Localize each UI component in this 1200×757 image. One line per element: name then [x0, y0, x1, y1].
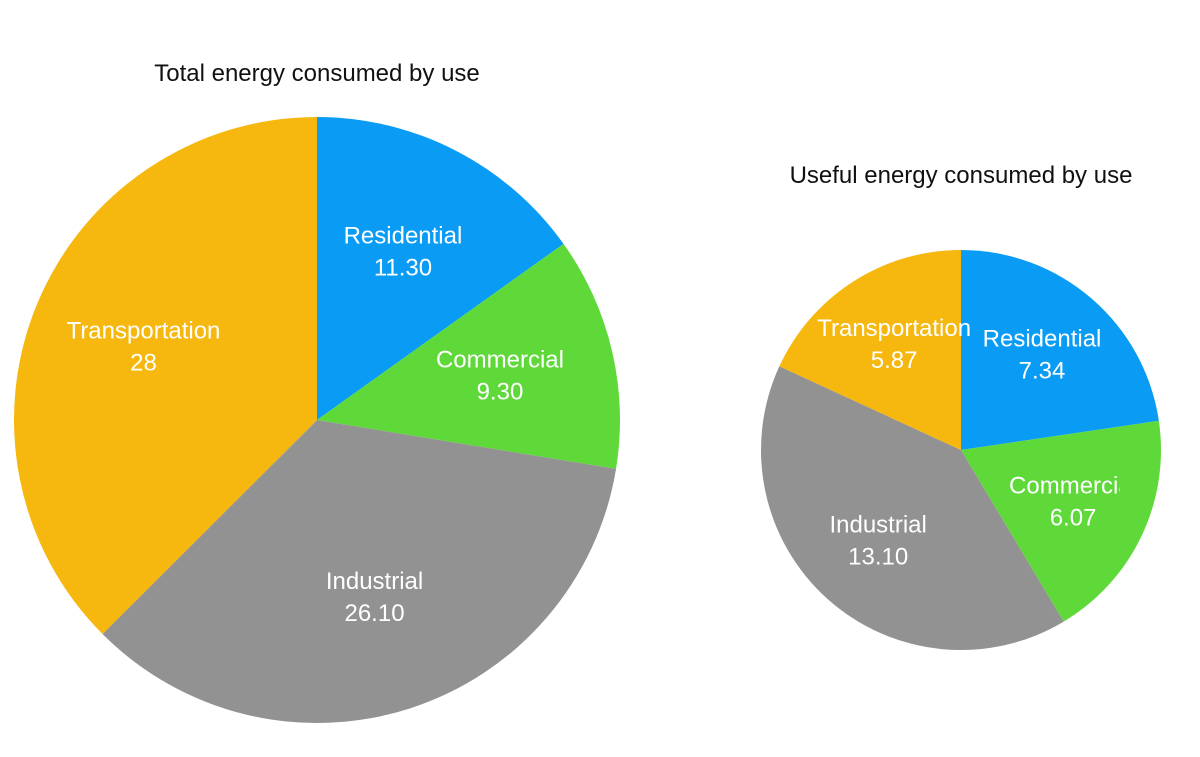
slice-value: 28 [130, 349, 157, 376]
slice-value: 13.10 [848, 544, 908, 571]
pie-slice [14, 117, 318, 635]
slice-label: Residential [344, 222, 463, 249]
slice-label: Transportation [67, 317, 221, 344]
pie-slice [317, 117, 564, 420]
pie-slice [761, 366, 1064, 650]
slice-value: 26.10 [344, 600, 404, 627]
pie [14, 117, 620, 724]
slice-label: Industrial [326, 568, 423, 595]
slice-label: Commercial [436, 347, 564, 374]
chart-title: Useful energy consumed by use [789, 162, 1133, 189]
pie [761, 250, 1162, 650]
slice-value: 6.07 [1050, 504, 1097, 531]
slice-value: 7.34 [1019, 357, 1066, 384]
pie-slice [779, 250, 961, 450]
labels: Residential 7.34 Commercial 6.07 Industrial 1… [817, 315, 1137, 571]
slice-label: Residential [983, 325, 1102, 352]
slice-value: 9.30 [477, 379, 524, 406]
pie-slice [317, 243, 620, 469]
pie-slice [961, 250, 1159, 450]
slice-value: 5.87 [871, 347, 918, 374]
slice-value: 11.30 [374, 254, 432, 281]
labels: Residential 11.30 Commercial 9.30 Industrial… [67, 222, 564, 627]
pie-slice [961, 420, 1162, 622]
slice-label: Transportation [817, 315, 971, 342]
slice-label: Industrial [829, 512, 926, 539]
chart-title: Total energy consumed by use [154, 60, 480, 87]
pie-slice [102, 420, 617, 724]
slice-label: Commercial [1009, 472, 1137, 499]
